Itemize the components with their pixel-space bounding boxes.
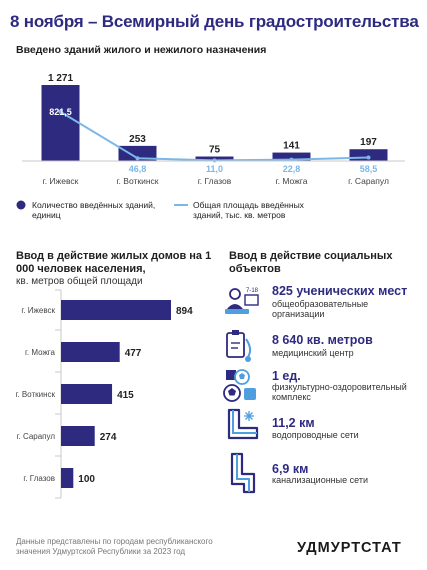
- sewer-pipe-icon: [230, 452, 256, 494]
- chart1-bar-label: 1 271: [48, 73, 73, 84]
- chart1-bar-label: 75: [209, 145, 221, 156]
- legend-line-label: Общая площадь введённых зданий, тыс. кв.…: [193, 200, 304, 220]
- chart2-category-label: г. Глазов: [23, 474, 55, 483]
- chart1-bar-label: 253: [129, 134, 146, 145]
- chart2-category-label: г. Ижевск: [21, 306, 55, 315]
- social-value-water: 11,2 км: [272, 416, 315, 430]
- chart2-title: Ввод в действие жилых домов на 1 000 чел…: [16, 250, 212, 275]
- chart2-category-label: г. Сарапул: [17, 432, 56, 441]
- housing-per-1000-chart: 894 г. Ижевск 477 г. Можга 415 г. Воткинск 274…: [15, 289, 193, 499]
- chart1-line-label: 46,8: [129, 164, 147, 174]
- chart1-title: Введено зданий жилого и нежилого назначе…: [16, 44, 267, 56]
- chart1-category-label: г. Глазов: [198, 176, 232, 186]
- medical-clipboard-icon: [226, 330, 252, 362]
- chart1-line-label: 58,5: [360, 164, 378, 174]
- chart2-value-label: 100: [78, 474, 95, 485]
- chart1-bar-label: 141: [283, 141, 300, 152]
- chart2-value-label: 274: [100, 432, 117, 443]
- legend-bar-label: Количество введённых зданий, единиц: [32, 200, 156, 220]
- social-desc-sewer: канализационные сети: [272, 475, 368, 485]
- chart2-category-label: г. Можга: [25, 348, 56, 357]
- svg-text:7-18: 7-18: [246, 288, 259, 294]
- chart1-line-point: [135, 156, 140, 161]
- chart2-bar: [61, 468, 74, 488]
- social-value-sports: 1 ед.: [272, 369, 301, 383]
- chart2-value-label: 415: [117, 390, 134, 401]
- page-title: 8 ноября – Всемирный день градостроитель…: [10, 12, 419, 31]
- social-desc-water: водопроводные сети: [272, 430, 359, 440]
- legend-bar-marker: [16, 200, 26, 210]
- chart1-bar: [41, 85, 80, 161]
- chart2-bar: [61, 300, 171, 320]
- chart1-bar-label: 197: [360, 137, 377, 148]
- chart1-line-label: 11,0: [206, 164, 223, 174]
- chart1-bar: [272, 152, 311, 161]
- chart2-bar: [61, 384, 113, 404]
- chart2-bar: [61, 426, 95, 446]
- chart2-bar: [61, 342, 120, 362]
- buildings-chart: 1 271 г. Ижевск 253 г. Воткинск 75 г. Глазов 1…: [22, 73, 405, 186]
- social-value-sewer: 6,9 км: [272, 462, 309, 476]
- chart2-category-label: г. Воткинск: [15, 390, 55, 399]
- chart1-category-label: г. Сарапул: [348, 176, 389, 186]
- footnote: Данные представлены по городам республик…: [16, 537, 213, 556]
- chart1-line-point: [366, 155, 371, 160]
- chart2-subtitle: кв. метров общей площади: [16, 276, 143, 287]
- chart2-value-label: 894: [176, 306, 193, 317]
- chart1-bar: [118, 145, 157, 161]
- social-desc-medical: медицинский центр: [272, 348, 354, 358]
- logo: УДМУРТСТАТ: [297, 540, 402, 556]
- chart2-value-label: 477: [125, 348, 142, 359]
- social-desc-school: общеобразовательные организации: [272, 299, 369, 319]
- chart1-bar: [349, 149, 388, 161]
- chart1-line-label: 22,8: [283, 164, 301, 174]
- chart1-category-label: г. Можга: [276, 176, 308, 186]
- social-desc-sports: физкультурно-оздоровительный комплекс: [272, 382, 407, 402]
- social-value-medical: 8 640 кв. метров: [272, 333, 373, 347]
- chart1-line-label: 821,5: [49, 107, 72, 117]
- school-students-icon: 7-18: [225, 288, 259, 314]
- chart1-line-point: [212, 158, 217, 163]
- social-value-school: 825 ученических мест: [272, 284, 408, 298]
- sports-equipment-icon: [223, 369, 256, 402]
- social-title: Ввод в действие социальных объектов: [229, 250, 393, 275]
- chart1-category-label: г. Воткинск: [116, 176, 158, 186]
- water-pipe-icon: [227, 408, 259, 440]
- chart1-line-point: [58, 109, 63, 114]
- chart1-category-label: г. Ижевск: [43, 176, 79, 186]
- legend-line-marker: [174, 204, 188, 206]
